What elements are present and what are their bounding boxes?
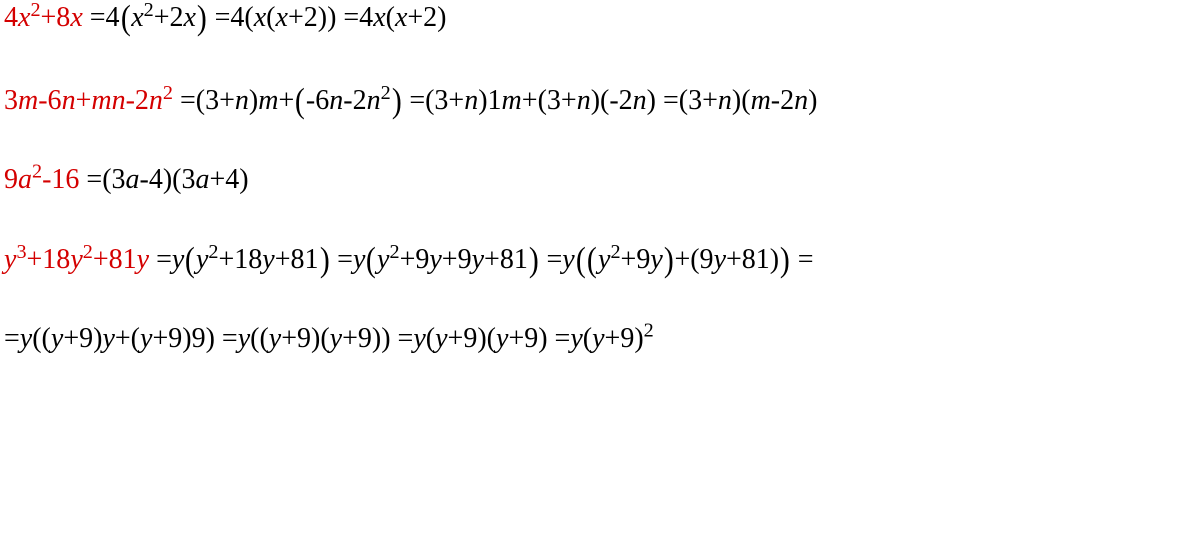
- math-document: 4x2+8x =4(x2+2x) =4(x(x+2)) =4x(x+2) 3m-…: [0, 0, 1200, 353]
- equation-line: 4x2+8x =4(x2+2x) =4(x(x+2)) =4x(x+2): [4, 0, 1196, 35]
- equation-line: y3+18y2+81y =y(y2+18y+81) =y(y2+9y+9y+81…: [4, 242, 1196, 277]
- equation-line: 9a2-16 =(3a-4)(3a+4): [4, 166, 1196, 194]
- equation-line: =y((y+9)y+(y+9)9) =y((y+9)(y+9)) =y(y+9)…: [4, 325, 1196, 353]
- equation-line: 3m-6n+mn-2n2 =(3+n)m+(-6n-2n2) =(3+n)1m+…: [4, 83, 1196, 118]
